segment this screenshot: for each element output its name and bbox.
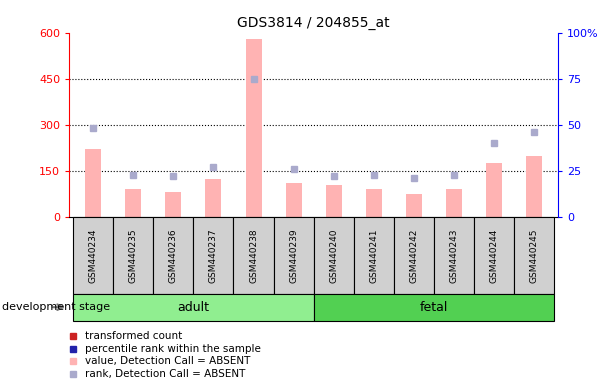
Bar — [153, 217, 194, 294]
Bar — [314, 294, 554, 321]
Bar — [125, 189, 142, 217]
Text: GSM440243: GSM440243 — [449, 228, 458, 283]
Bar — [446, 189, 462, 217]
Bar — [74, 217, 113, 294]
Text: GSM440236: GSM440236 — [169, 228, 178, 283]
Bar — [286, 183, 302, 217]
Text: GSM440244: GSM440244 — [489, 228, 498, 283]
Text: GSM440238: GSM440238 — [249, 228, 258, 283]
Bar — [434, 217, 474, 294]
Bar — [314, 217, 353, 294]
Bar — [514, 217, 554, 294]
Text: GSM440237: GSM440237 — [209, 228, 218, 283]
Bar — [233, 217, 274, 294]
Bar — [353, 217, 394, 294]
Text: fetal: fetal — [420, 301, 448, 314]
Text: GSM440242: GSM440242 — [409, 228, 418, 283]
Bar — [406, 194, 421, 217]
Text: transformed count: transformed count — [85, 331, 183, 341]
Bar — [194, 217, 233, 294]
Bar — [326, 185, 341, 217]
Bar — [365, 189, 382, 217]
Text: GSM440240: GSM440240 — [329, 228, 338, 283]
Bar — [74, 294, 314, 321]
Text: rank, Detection Call = ABSENT: rank, Detection Call = ABSENT — [85, 369, 245, 379]
Title: GDS3814 / 204855_at: GDS3814 / 204855_at — [237, 16, 390, 30]
Bar — [245, 39, 262, 217]
Bar — [86, 149, 101, 217]
Bar — [485, 163, 502, 217]
Bar — [274, 217, 314, 294]
Text: value, Detection Call = ABSENT: value, Detection Call = ABSENT — [85, 356, 251, 366]
Bar — [165, 192, 182, 217]
Text: GSM440239: GSM440239 — [289, 228, 298, 283]
Text: GSM440234: GSM440234 — [89, 228, 98, 283]
Bar — [113, 217, 153, 294]
Bar — [394, 217, 434, 294]
Text: GSM440241: GSM440241 — [369, 228, 378, 283]
Text: GSM440235: GSM440235 — [129, 228, 138, 283]
Bar — [206, 179, 221, 217]
Text: GSM440245: GSM440245 — [529, 228, 538, 283]
Text: development stage: development stage — [2, 302, 110, 312]
Bar — [474, 217, 514, 294]
Text: adult: adult — [177, 301, 209, 314]
Text: percentile rank within the sample: percentile rank within the sample — [85, 344, 261, 354]
Bar — [526, 156, 541, 217]
